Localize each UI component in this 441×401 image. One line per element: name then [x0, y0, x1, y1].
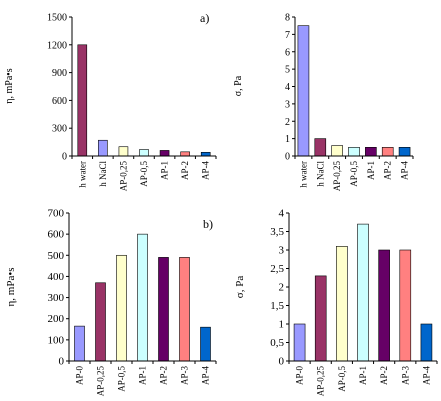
x-tick-label: AP-0: [295, 366, 305, 386]
y-tick-label: 400: [48, 271, 65, 283]
y-tick-label: 3,5: [270, 226, 284, 238]
y-axis-label: η, mPa•s: [4, 68, 15, 104]
bar: [116, 254, 127, 362]
x-tick-label: AP-2: [379, 366, 389, 385]
x-tick-label: AP-2: [159, 366, 169, 385]
chart-b-left: η, mPa•s 0 100 200 300 400 500 600 700 AP-0 AP-0,2…: [5, 208, 217, 397]
y-tick-label: 1,5: [270, 300, 284, 312]
y-tick-label: 700: [48, 208, 65, 220]
y-tick-label: 0: [285, 152, 290, 163]
y-tick-label: 5: [285, 65, 290, 76]
bar: [381, 147, 394, 157]
x-tick-label: AP-3: [400, 366, 410, 386]
y-tick-label: 100: [48, 334, 65, 346]
bar: [98, 139, 108, 157]
x-tick-label: AP-4: [201, 161, 211, 181]
panel-label-a: a): [200, 11, 209, 25]
bar: [118, 146, 129, 157]
bar: [74, 325, 85, 362]
y-tick-label: 500: [48, 250, 65, 262]
bar: [420, 323, 433, 362]
x-tick-label: AP-0,25: [332, 161, 342, 192]
chart-b-right: σ, Pa 0 0,5 1 1,5 2 2,5 3 3,5 4 AP-0 AP-0,25 AP-0,5 A…: [234, 208, 438, 397]
x-tick-label: AP-0,25: [316, 366, 326, 397]
bar: [137, 233, 148, 362]
y-tick-label: 0,5: [270, 337, 284, 349]
y-tick-label: 1: [285, 134, 290, 145]
x-tick-label: AP-4: [421, 366, 431, 386]
y-tick-label: 6: [285, 47, 290, 58]
x-tick-label: AP-1: [366, 161, 376, 180]
x-tick-label: AP-2: [383, 161, 393, 180]
y-tick-label: 900: [52, 68, 67, 79]
y-tick-label: 2: [279, 282, 285, 294]
x-tick-label: AP-0,5: [117, 366, 127, 392]
x-tick-label: AP-0: [75, 366, 85, 386]
bar: [314, 138, 327, 157]
bar: [314, 275, 327, 362]
bar: [159, 150, 170, 157]
x-tick-label: h NaCl: [98, 161, 108, 187]
y-tick-label: 300: [48, 292, 65, 304]
y-tick-label: 3: [285, 99, 290, 110]
y-tick-label: 8: [285, 13, 290, 24]
bar: [357, 223, 369, 362]
x-tick-label: AP-0,5: [349, 161, 359, 187]
x-tick-label: AP-1: [358, 366, 368, 385]
bar: [293, 323, 306, 362]
x-tick-label: h NaCl: [315, 161, 325, 187]
x-tick-label: AP-2: [180, 161, 190, 180]
bar: [200, 326, 211, 362]
bar: [297, 25, 310, 157]
y-tick-label: 600: [48, 229, 65, 241]
bar: [398, 147, 411, 157]
chart-a-right: σ, Pa 0 1 2 3 4 5 6 7 8 h water h NaCl AP-0,25 AP-0,5…: [233, 13, 414, 192]
x-tick-label: AP-4: [400, 161, 410, 181]
x-tick-label: h water: [77, 161, 87, 188]
panel-label-b: b): [203, 217, 213, 231]
x-tick-label: AP-0,25: [96, 366, 106, 397]
y-tick-label: 1500: [47, 13, 67, 24]
y-tick-label: 2: [285, 117, 290, 128]
y-tick-label: 2,5: [270, 263, 284, 275]
y-tick-label: 0: [279, 356, 285, 368]
y-tick-label: 0: [62, 152, 67, 163]
y-tick-label: 1: [279, 319, 285, 331]
y-tick-label: 1200: [47, 40, 67, 51]
y-tick-label: 600: [52, 96, 67, 107]
bar: [139, 149, 149, 157]
y-axis-label: σ, Pa: [234, 276, 246, 299]
x-tick-label: AP-0,25: [118, 161, 128, 192]
x-tick-label: AP-0,5: [337, 366, 347, 392]
x-tick-label: AP-0,5: [139, 161, 149, 187]
y-axis-label: σ, Pa: [233, 75, 244, 96]
bar: [331, 145, 343, 157]
bar: [378, 249, 390, 362]
bar: [399, 249, 412, 362]
bar: [365, 147, 377, 157]
y-tick-label: 4: [285, 82, 290, 93]
chart-a-left: η, mPa•s 0 300 600 900 1200 1500 h water h NaCl A…: [4, 13, 217, 192]
bar: [95, 282, 106, 362]
x-tick-label: AP-3: [180, 366, 190, 386]
x-tick-label: AP-1: [160, 161, 170, 180]
y-axis-label: η, mPa•s: [5, 268, 17, 307]
x-tick-label: AP-4: [201, 366, 211, 386]
y-tick-label: 200: [48, 313, 65, 325]
bar: [179, 257, 190, 362]
bar: [180, 151, 190, 157]
bar: [77, 44, 88, 157]
bar: [158, 257, 169, 362]
bar: [200, 151, 211, 157]
y-tick-label: 0: [59, 356, 65, 368]
y-tick-label: 3: [279, 245, 285, 257]
y-tick-label: 4: [279, 208, 285, 220]
bar: [348, 147, 360, 157]
bar: [336, 246, 348, 362]
y-tick-label: 7: [285, 30, 290, 41]
x-tick-label: h water: [298, 161, 308, 188]
y-tick-label: 300: [52, 124, 67, 135]
x-tick-label: AP-1: [138, 366, 148, 385]
